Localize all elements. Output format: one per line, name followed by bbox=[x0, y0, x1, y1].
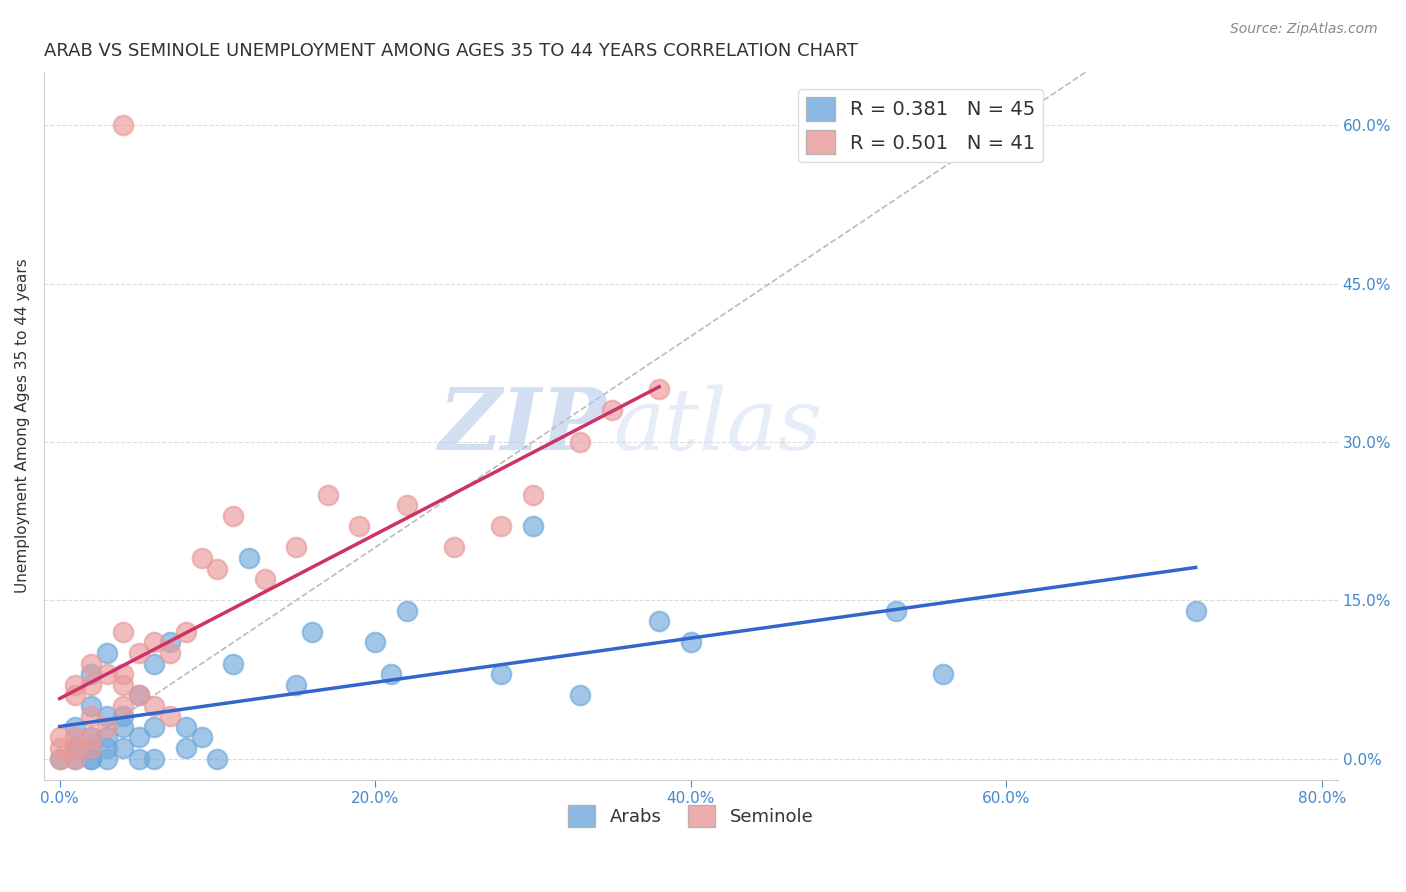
Point bbox=[80, 731, 103, 745]
Point bbox=[159, 709, 181, 723]
Point bbox=[65, 688, 87, 702]
Point bbox=[65, 751, 87, 765]
Point bbox=[48, 731, 70, 745]
Point bbox=[143, 698, 166, 713]
Point bbox=[65, 751, 87, 765]
Point bbox=[190, 551, 212, 566]
Point bbox=[128, 646, 150, 660]
Point bbox=[128, 731, 150, 745]
Point bbox=[491, 667, 513, 681]
Point bbox=[65, 678, 87, 692]
Point bbox=[349, 519, 371, 533]
Point bbox=[111, 678, 134, 692]
Point bbox=[80, 678, 103, 692]
Point bbox=[174, 741, 197, 756]
Point bbox=[96, 646, 118, 660]
Point bbox=[443, 541, 465, 555]
Text: ARAB VS SEMINOLE UNEMPLOYMENT AMONG AGES 35 TO 44 YEARS CORRELATION CHART: ARAB VS SEMINOLE UNEMPLOYMENT AMONG AGES… bbox=[44, 42, 858, 60]
Point bbox=[96, 731, 118, 745]
Point bbox=[174, 624, 197, 639]
Point bbox=[80, 741, 103, 756]
Point bbox=[222, 657, 245, 671]
Point bbox=[207, 751, 229, 765]
Point bbox=[1184, 604, 1206, 618]
Point bbox=[395, 604, 418, 618]
Point bbox=[80, 698, 103, 713]
Point bbox=[111, 667, 134, 681]
Legend: Arabs, Seminole: Arabs, Seminole bbox=[561, 797, 821, 834]
Point bbox=[111, 720, 134, 734]
Point bbox=[65, 720, 87, 734]
Point bbox=[128, 688, 150, 702]
Point bbox=[253, 572, 276, 586]
Point bbox=[143, 635, 166, 649]
Point bbox=[111, 118, 134, 132]
Point bbox=[648, 615, 671, 629]
Point bbox=[679, 635, 702, 649]
Point bbox=[128, 688, 150, 702]
Point bbox=[932, 667, 955, 681]
Point bbox=[96, 751, 118, 765]
Point bbox=[143, 751, 166, 765]
Point bbox=[207, 561, 229, 575]
Point bbox=[285, 541, 308, 555]
Point bbox=[380, 667, 402, 681]
Point bbox=[285, 678, 308, 692]
Point bbox=[522, 519, 544, 533]
Point bbox=[491, 519, 513, 533]
Point bbox=[569, 688, 592, 702]
Point bbox=[111, 698, 134, 713]
Point bbox=[143, 720, 166, 734]
Point bbox=[522, 488, 544, 502]
Point bbox=[65, 741, 87, 756]
Point bbox=[190, 731, 212, 745]
Point bbox=[80, 751, 103, 765]
Point bbox=[80, 709, 103, 723]
Point bbox=[80, 731, 103, 745]
Point bbox=[65, 731, 87, 745]
Point bbox=[316, 488, 339, 502]
Point bbox=[600, 403, 623, 417]
Point bbox=[111, 624, 134, 639]
Point bbox=[80, 657, 103, 671]
Point bbox=[174, 720, 197, 734]
Y-axis label: Unemployment Among Ages 35 to 44 years: Unemployment Among Ages 35 to 44 years bbox=[15, 259, 30, 593]
Point bbox=[222, 508, 245, 523]
Point bbox=[395, 498, 418, 512]
Point bbox=[884, 604, 907, 618]
Point bbox=[364, 635, 387, 649]
Point bbox=[111, 709, 134, 723]
Point bbox=[48, 741, 70, 756]
Point bbox=[80, 741, 103, 756]
Text: atlas: atlas bbox=[613, 384, 823, 467]
Point bbox=[111, 741, 134, 756]
Point bbox=[96, 709, 118, 723]
Point bbox=[65, 741, 87, 756]
Point bbox=[159, 635, 181, 649]
Point bbox=[569, 434, 592, 449]
Point bbox=[96, 667, 118, 681]
Point bbox=[648, 382, 671, 396]
Point bbox=[159, 646, 181, 660]
Text: ZIP: ZIP bbox=[439, 384, 606, 467]
Point bbox=[48, 751, 70, 765]
Point bbox=[301, 624, 323, 639]
Point bbox=[80, 667, 103, 681]
Text: Source: ZipAtlas.com: Source: ZipAtlas.com bbox=[1230, 22, 1378, 37]
Point bbox=[96, 741, 118, 756]
Point bbox=[80, 751, 103, 765]
Point bbox=[238, 551, 260, 566]
Point bbox=[65, 741, 87, 756]
Point bbox=[143, 657, 166, 671]
Point bbox=[96, 720, 118, 734]
Point bbox=[128, 751, 150, 765]
Point bbox=[48, 751, 70, 765]
